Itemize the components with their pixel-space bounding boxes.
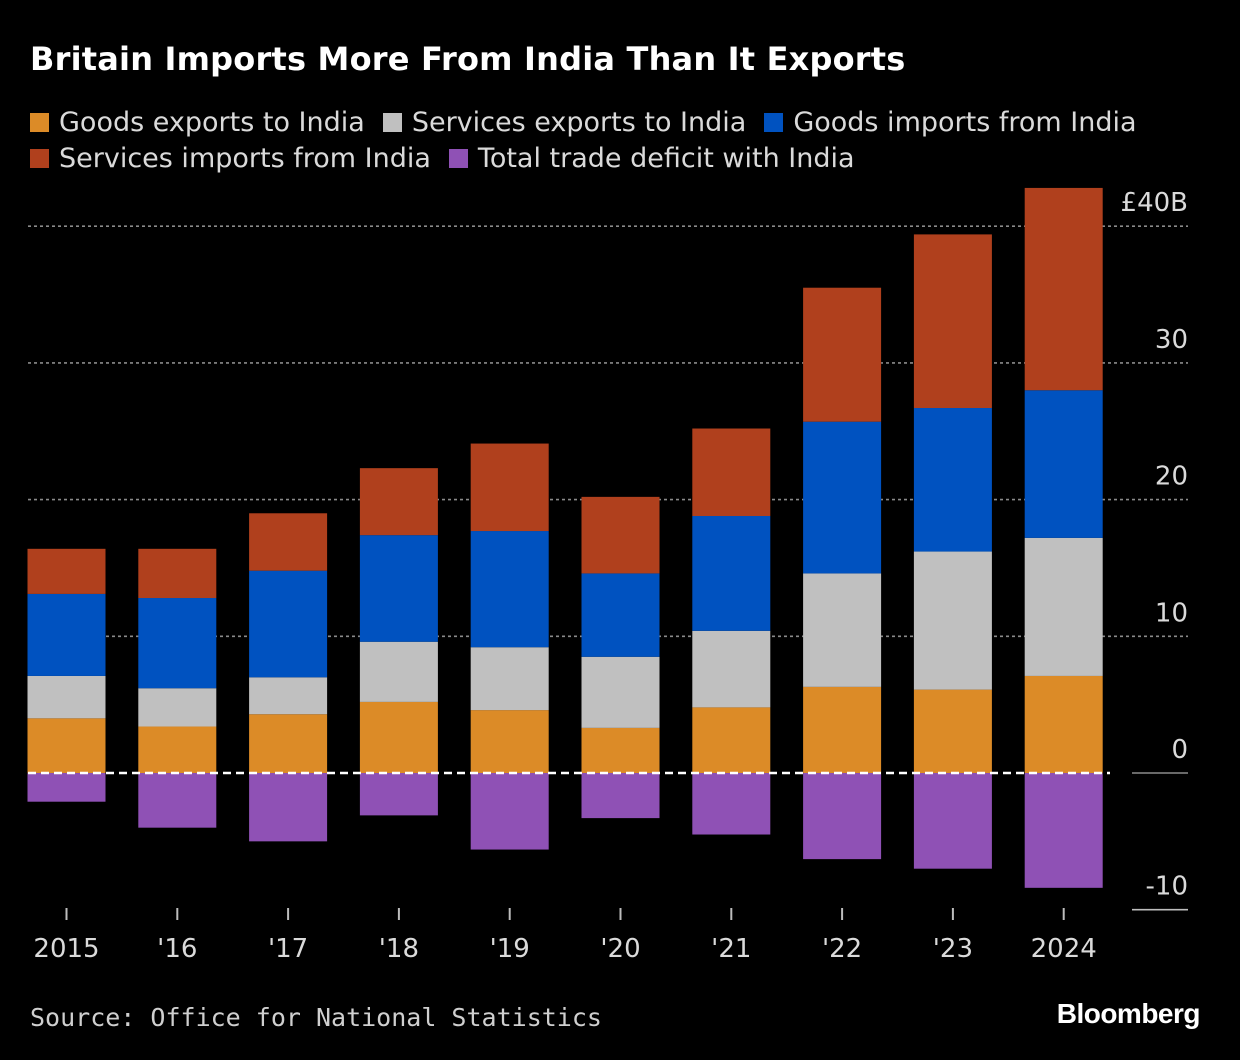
bar-6-series-0 xyxy=(692,707,771,773)
bar-4-series-2 xyxy=(470,531,549,648)
bar-2-series-1 xyxy=(249,677,328,715)
x-tick-label-3: '18 xyxy=(379,934,419,964)
bar-5-series-0 xyxy=(581,727,660,773)
legend-swatch-services-imports xyxy=(30,148,49,168)
x-tick-label-6: '21 xyxy=(711,934,751,964)
bar-3-series-2 xyxy=(359,535,438,642)
bar-2-series-4 xyxy=(249,773,328,842)
bar-5-series-4 xyxy=(581,773,660,819)
bar-2-series-2 xyxy=(249,570,328,678)
y-tick-label-3: 10 xyxy=(1155,598,1188,628)
legend-swatch-trade-deficit xyxy=(448,148,468,168)
bar-2-series-0 xyxy=(249,714,328,773)
legend-swatch-goods-exports xyxy=(30,112,49,132)
bar-4-series-3 xyxy=(470,443,549,532)
bar-6-series-3 xyxy=(692,428,771,517)
bar-5-series-2 xyxy=(581,573,660,657)
bar-6-series-4 xyxy=(692,773,771,835)
bar-2-series-3 xyxy=(249,513,328,571)
bar-7-series-3 xyxy=(803,287,882,422)
bar-8-series-2 xyxy=(913,408,992,552)
legend-item-services-exports: Services exports to India xyxy=(382,106,747,138)
y-tick-label-4: 0 xyxy=(1171,735,1188,765)
legend-label-goods-imports: Goods imports from India xyxy=(793,106,1137,138)
gridlines xyxy=(28,225,1188,911)
x-tick-label-4: '19 xyxy=(490,934,530,964)
bar-6-series-2 xyxy=(692,516,771,631)
legend-swatch-goods-imports xyxy=(764,112,784,132)
legend-label-goods-exports: Goods exports to India xyxy=(59,106,365,138)
bar-3-series-0 xyxy=(359,701,438,773)
bar-4-series-1 xyxy=(470,647,549,711)
legend-item-services-imports: Services imports from India xyxy=(30,143,431,174)
bar-9-series-4 xyxy=(1024,773,1103,888)
bar-9-series-0 xyxy=(1024,675,1103,773)
bar-8-series-0 xyxy=(913,689,992,773)
bar-7-series-2 xyxy=(803,421,882,574)
bar-4-series-0 xyxy=(470,710,549,773)
bar-1-series-1 xyxy=(138,688,217,727)
bar-1-series-3 xyxy=(138,548,217,599)
bar-3-series-1 xyxy=(359,641,438,702)
y-tick-label-2: 20 xyxy=(1155,462,1188,492)
bar-7-series-4 xyxy=(803,773,882,860)
bar-5-series-3 xyxy=(581,496,660,574)
bloomberg-logo: Bloomberg xyxy=(1056,998,1201,1029)
x-tick-label-7: '22 xyxy=(822,934,862,964)
bar-9-series-2 xyxy=(1024,390,1103,538)
legend-item-goods-exports: Goods exports to India xyxy=(30,107,365,138)
legend-item-goods-imports: Goods imports from India xyxy=(764,106,1137,138)
bar-0-series-3 xyxy=(27,548,106,594)
bar-8-series-1 xyxy=(913,551,992,690)
bar-1-series-0 xyxy=(138,726,217,773)
legend-row-1: Goods exports to India Services exports … xyxy=(30,104,1220,140)
y-tick-label-1: 30 xyxy=(1155,325,1188,355)
legend-label-services-exports: Services exports to India xyxy=(411,106,747,138)
bar-5-series-1 xyxy=(581,656,660,728)
source-note: Source: Office for National Statistics xyxy=(30,1003,602,1032)
bar-0-series-1 xyxy=(27,675,106,719)
bar-8-series-4 xyxy=(913,773,992,869)
bar-3-series-4 xyxy=(359,773,438,816)
bar-0-series-0 xyxy=(27,718,106,773)
legend-label-services-imports: Services imports from India xyxy=(59,142,431,174)
legend-row-2: Services imports from India Total trade … xyxy=(30,140,1220,176)
y-tick-label-0: £40B xyxy=(1121,188,1188,218)
y-tick-label-5: -10 xyxy=(1146,872,1188,902)
legend-item-trade-deficit: Total trade deficit with India xyxy=(448,142,855,174)
bar-1-series-4 xyxy=(138,773,217,828)
bar-7-series-0 xyxy=(803,686,882,773)
x-tick-label-5: '20 xyxy=(600,934,640,964)
bar-8-series-3 xyxy=(913,234,992,409)
x-tick-label-2: '17 xyxy=(268,934,308,964)
x-tick-label-8: '23 xyxy=(933,934,973,964)
bar-9-series-3 xyxy=(1024,187,1103,391)
legend-swatch-services-exports xyxy=(382,112,402,132)
bar-0-series-2 xyxy=(27,593,106,676)
axes: £40B 30 20 10 0 -10 2015 '16 '17 '18 '19 '20 '21 '22 '… xyxy=(28,188,1188,964)
bar-0-series-4 xyxy=(27,773,106,802)
chart-title: Britain Imports More From India Than It … xyxy=(30,40,906,78)
bar-4-series-4 xyxy=(470,773,549,850)
x-tick-label-9: 2024 xyxy=(1031,934,1097,964)
bar-1-series-2 xyxy=(138,598,217,689)
bars xyxy=(27,187,1103,888)
x-tick-label-0: 2015 xyxy=(33,934,99,964)
bar-3-series-3 xyxy=(359,468,438,536)
bar-7-series-1 xyxy=(803,573,882,687)
x-tick-label-1: '16 xyxy=(157,934,197,964)
bar-9-series-1 xyxy=(1024,537,1103,676)
bar-6-series-1 xyxy=(692,630,771,708)
legend-label-trade-deficit: Total trade deficit with India xyxy=(477,142,855,174)
legend: Goods exports to India Services exports … xyxy=(30,104,1220,176)
